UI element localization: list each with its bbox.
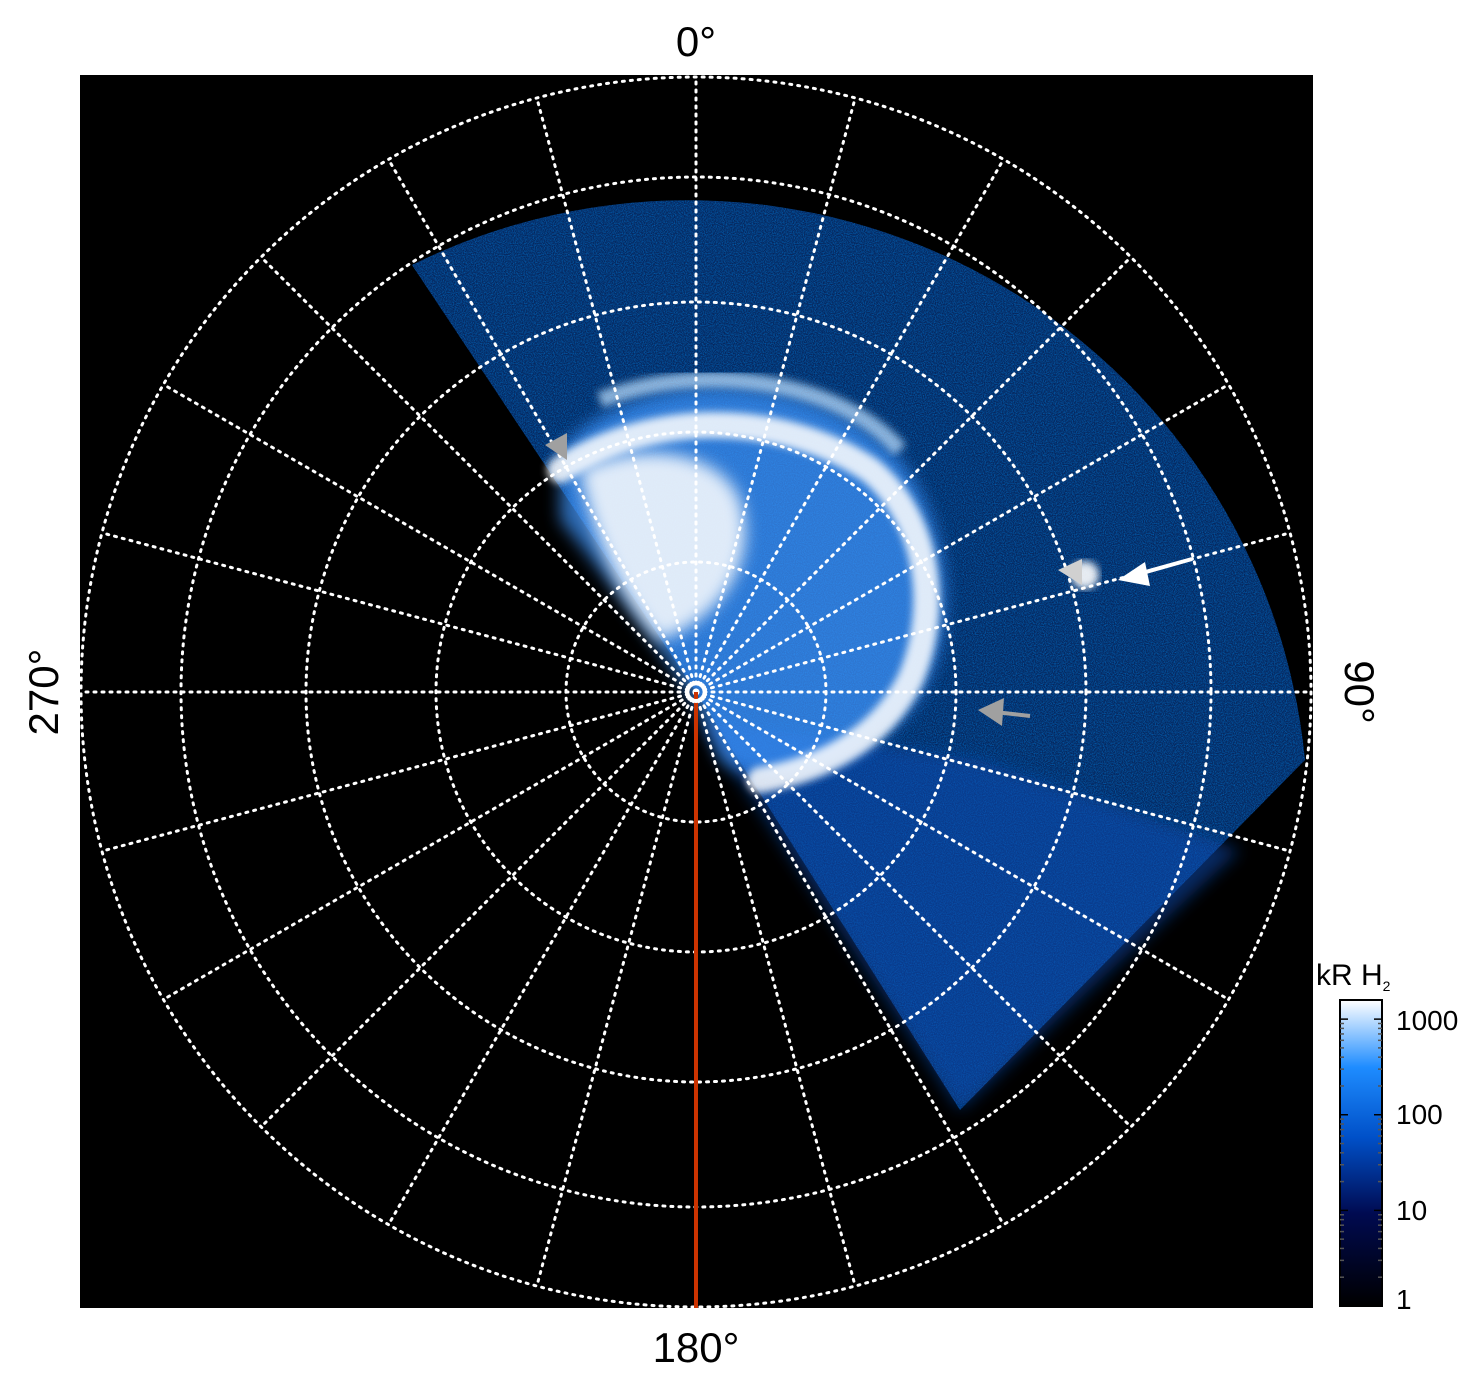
grey-arrow xyxy=(978,698,1031,726)
outer-arc xyxy=(597,371,907,456)
grid-spoke-150 xyxy=(694,690,1005,1227)
grid-spoke-120 xyxy=(694,690,1231,1001)
grid-spoke-195 xyxy=(535,690,698,1288)
pole-marker xyxy=(685,681,707,703)
grid-spoke-345 xyxy=(535,96,698,694)
grid-spoke-30 xyxy=(694,157,1005,694)
grid-circle-3 xyxy=(304,300,1088,1084)
grid-spoke-240 xyxy=(161,690,698,1001)
grid-spoke-330 xyxy=(387,157,698,694)
grid-spoke-285 xyxy=(100,531,698,694)
colorbar-tick-1: 1 xyxy=(1396,1284,1412,1315)
grid-spoke-60 xyxy=(694,383,1231,694)
grid-spoke-255 xyxy=(100,690,698,853)
colorbar-tick-100: 100 xyxy=(1396,1099,1443,1130)
label-270-deg: 270° xyxy=(20,649,67,736)
grid-spoke-300 xyxy=(161,383,698,694)
grid-spoke-210 xyxy=(387,690,698,1227)
colorbar-minor-ticks xyxy=(1340,1018,1382,1307)
grid-spoke-45 xyxy=(694,255,1133,694)
grey-triangle-2 xyxy=(1058,559,1082,585)
label-180-deg: 180° xyxy=(653,1324,740,1371)
grid-spoke-315 xyxy=(259,255,698,694)
grey-triangle-1 xyxy=(545,433,567,460)
label-90-deg: 90° xyxy=(1336,660,1383,724)
grid-spoke-105 xyxy=(694,690,1292,853)
grid-spoke-15 xyxy=(694,96,857,694)
colorbar-title: kR H2 xyxy=(1316,959,1391,994)
white-arrow xyxy=(1118,557,1193,586)
annotation-arrows xyxy=(545,433,1193,726)
colorbar-tick-1000: 1000 xyxy=(1396,1005,1458,1036)
colorbar-tick-10: 10 xyxy=(1396,1195,1427,1226)
aurora-image-region xyxy=(412,200,1305,1110)
grid-spoke-135 xyxy=(694,690,1133,1129)
grid-spoke-165 xyxy=(694,690,857,1288)
polar-grid xyxy=(80,75,1313,1308)
inner-bright-region xyxy=(580,453,746,640)
main-auroral-oval-bright xyxy=(547,412,940,793)
colorbar-gradient xyxy=(1339,999,1383,1307)
colorbar: kR H2 1000 100 10 1 xyxy=(1316,959,1458,1315)
grid-circle-5 xyxy=(80,75,1313,1308)
grid-spoke-225 xyxy=(259,690,698,1129)
lower-sector-glow xyxy=(700,720,1240,1110)
label-0-deg: 0° xyxy=(676,18,716,65)
